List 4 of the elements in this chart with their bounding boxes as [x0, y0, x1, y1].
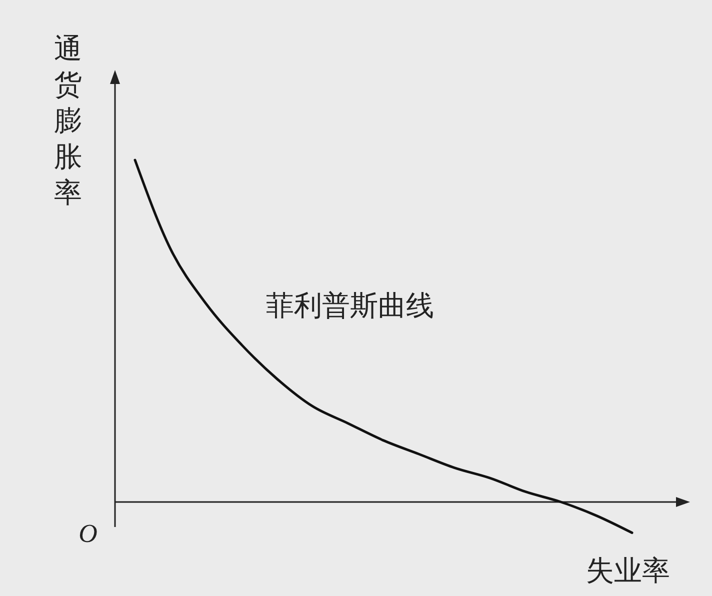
series-label: 菲利普斯曲线 — [266, 290, 434, 322]
y-axis-title: 通货膨胀率 — [54, 34, 82, 209]
x-axis-title: 失业率 — [586, 556, 670, 587]
text: O — [78, 519, 98, 548]
